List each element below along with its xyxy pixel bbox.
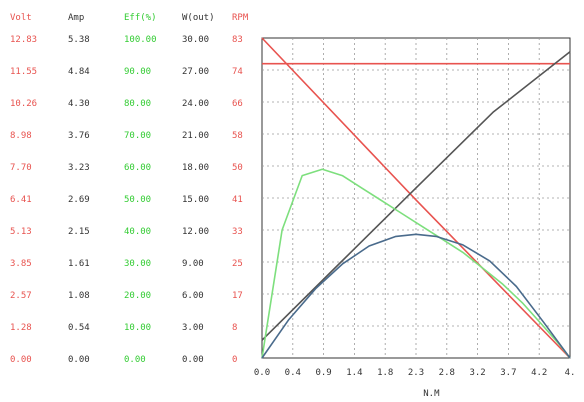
x-tick-label: 3.2 <box>469 368 485 378</box>
y-tick-label: 8.98 <box>10 131 32 141</box>
y-tick-label: 10.00 <box>124 323 151 333</box>
y-tick-label: 60.00 <box>124 163 151 173</box>
y-tick-label: 27.00 <box>182 67 209 77</box>
x-tick-label: 2.8 <box>439 368 455 378</box>
y-tick-label: 83 <box>232 35 243 45</box>
y-tick-label: 3.76 <box>68 131 90 141</box>
y-tick-label: 18.00 <box>182 163 209 173</box>
y-tick-label: 74 <box>232 67 243 77</box>
y-tick-label: 11.55 <box>10 67 37 77</box>
x-tick-label: 4. <box>565 368 576 378</box>
y-tick-label: 58 <box>232 131 243 141</box>
x-tick-label: 1.4 <box>346 368 362 378</box>
column-header: Volt <box>10 13 32 23</box>
y-tick-label: 0.00 <box>68 355 90 365</box>
y-tick-label: 0.00 <box>124 355 146 365</box>
y-tick-label: 90.00 <box>124 67 151 77</box>
series-line-eff <box>261 168 571 359</box>
y-tick-label: 5.38 <box>68 35 90 45</box>
series-line-rpm <box>261 37 571 359</box>
x-axis-ticks: 0.0 0.4 0.9 1.4 1.8 2.3 2.8 3.2 3.7 4.2 4. <box>254 368 576 378</box>
y-tick-label: 5.13 <box>10 227 32 237</box>
y-tick-label: 33 <box>232 227 243 237</box>
y-tick-label: 12.83 <box>10 35 37 45</box>
grid <box>262 38 570 358</box>
y-tick-label: 12.00 <box>182 227 209 237</box>
y-tick-label: 100.00 <box>124 35 157 45</box>
y-tick-label: 3.23 <box>68 163 90 173</box>
y-tick-label: 17 <box>232 291 243 301</box>
x-tick-label: 1.8 <box>377 368 393 378</box>
y-tick-label: 8 <box>232 323 237 333</box>
y-tick-label: 6.41 <box>10 195 32 205</box>
y-tick-label: 2.69 <box>68 195 90 205</box>
y-tick-label: 9.00 <box>182 259 204 269</box>
y-tick-label: 10.26 <box>10 99 37 109</box>
y-tick-label: 24.00 <box>182 99 209 109</box>
y-tick-label: 41 <box>232 195 243 205</box>
x-axis-label: N.M <box>423 389 440 399</box>
y-tick-label: 4.30 <box>68 99 90 109</box>
y-tick-label: 3.00 <box>182 323 204 333</box>
y-tick-label: 80.00 <box>124 99 151 109</box>
y-tick-label: 0.00 <box>182 355 204 365</box>
y-tick-label: 6.00 <box>182 291 204 301</box>
y-tick-label: 25 <box>232 259 243 269</box>
column-header: Eff(%) <box>124 13 157 23</box>
y-tick-label: 0 <box>232 355 237 365</box>
y-tick-label: 21.00 <box>182 131 209 141</box>
y-tick-label: 15.00 <box>182 195 209 205</box>
y-tick-label: 2.57 <box>10 291 32 301</box>
series-lines <box>261 37 571 359</box>
y-tick-label: 70.00 <box>124 131 151 141</box>
column-header: Amp <box>68 13 84 23</box>
y-tick-label: 7.70 <box>10 163 32 173</box>
y-axis-columns: Volt 12.83 11.55 10.26 8.98 7.70 6.41 5.13 3.85 2… <box>10 13 249 365</box>
y-tick-label: 30.00 <box>182 35 209 45</box>
y-tick-label: 0.00 <box>10 355 32 365</box>
x-tick-label: 0.4 <box>285 368 301 378</box>
x-tick-label: 4.2 <box>531 368 547 378</box>
y-tick-label: 0.54 <box>68 323 90 333</box>
y-tick-label: 1.61 <box>68 259 90 269</box>
x-tick-label: 0.0 <box>254 368 270 378</box>
y-tick-label: 1.28 <box>10 323 32 333</box>
y-tick-label: 20.00 <box>124 291 151 301</box>
column-header: RPM <box>232 13 249 23</box>
x-tick-label: 0.9 <box>315 368 331 378</box>
series-line-wout <box>261 233 571 359</box>
y-tick-label: 40.00 <box>124 227 151 237</box>
y-tick-label: 2.15 <box>68 227 90 237</box>
series-line-amp <box>261 51 571 341</box>
y-tick-label: 30.00 <box>124 259 151 269</box>
y-tick-label: 1.08 <box>68 291 90 301</box>
y-tick-label: 3.85 <box>10 259 32 269</box>
y-tick-label: 50.00 <box>124 195 151 205</box>
x-tick-label: 3.7 <box>500 368 516 378</box>
y-tick-label: 50 <box>232 163 243 173</box>
y-tick-label: 4.84 <box>68 67 90 77</box>
y-tick-label: 66 <box>232 99 243 109</box>
column-header: W(out) <box>182 13 215 23</box>
x-tick-label: 2.3 <box>408 368 424 378</box>
